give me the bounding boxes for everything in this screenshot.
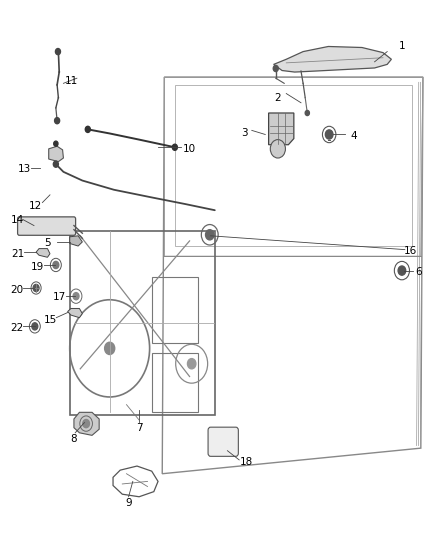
- Text: 22: 22: [11, 323, 24, 333]
- Text: 4: 4: [350, 131, 357, 141]
- Polygon shape: [74, 413, 99, 435]
- Text: 17: 17: [53, 292, 66, 302]
- Circle shape: [305, 110, 309, 116]
- FancyBboxPatch shape: [18, 217, 76, 235]
- Text: 8: 8: [71, 434, 77, 445]
- Text: 9: 9: [125, 498, 132, 508]
- Circle shape: [53, 161, 58, 167]
- Polygon shape: [36, 248, 50, 257]
- Circle shape: [398, 266, 406, 275]
- Text: 11: 11: [64, 76, 78, 86]
- Text: 6: 6: [415, 266, 422, 277]
- Polygon shape: [70, 236, 82, 246]
- Circle shape: [73, 293, 79, 300]
- Circle shape: [32, 323, 38, 330]
- Polygon shape: [268, 113, 294, 145]
- Circle shape: [270, 140, 286, 158]
- Circle shape: [83, 419, 89, 427]
- Text: 15: 15: [43, 315, 57, 325]
- Text: 21: 21: [11, 249, 25, 259]
- Circle shape: [325, 130, 333, 139]
- FancyBboxPatch shape: [208, 427, 238, 456]
- Text: 5: 5: [44, 238, 51, 248]
- Polygon shape: [49, 146, 64, 161]
- Text: 7: 7: [136, 423, 142, 433]
- Text: 3: 3: [241, 128, 247, 139]
- Text: 12: 12: [28, 201, 42, 211]
- Circle shape: [172, 144, 177, 150]
- Circle shape: [273, 66, 278, 71]
- Text: 19: 19: [31, 262, 44, 271]
- Circle shape: [55, 118, 60, 124]
- Text: 1: 1: [399, 42, 405, 52]
- Text: 14: 14: [11, 215, 24, 225]
- Circle shape: [56, 49, 60, 55]
- Circle shape: [33, 285, 39, 292]
- Circle shape: [205, 230, 214, 240]
- Polygon shape: [67, 309, 82, 318]
- Circle shape: [54, 141, 58, 146]
- Circle shape: [53, 261, 59, 269]
- Polygon shape: [274, 46, 392, 72]
- Text: 2: 2: [275, 93, 281, 103]
- Text: 20: 20: [11, 285, 24, 295]
- Text: 16: 16: [404, 246, 417, 256]
- Circle shape: [105, 342, 115, 354]
- Text: 13: 13: [18, 164, 32, 174]
- Text: 18: 18: [240, 457, 253, 467]
- Circle shape: [85, 126, 90, 132]
- Text: 10: 10: [183, 144, 196, 154]
- Circle shape: [187, 359, 196, 369]
